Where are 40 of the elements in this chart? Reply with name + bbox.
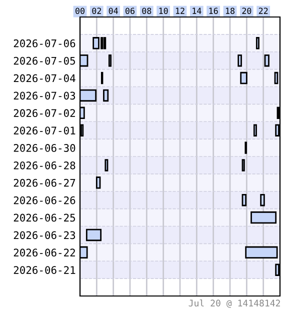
x-tick-label: 16 [209,8,218,14]
x-tick-label: 06 [126,8,134,14]
x-tick-label: 14 [192,8,202,14]
bar [92,37,100,50]
bar [253,124,257,136]
bar [250,211,277,224]
y-tick-label: 2026-07-02 [14,109,75,118]
x-tick-label: 00 [76,8,84,14]
y-tick-label: 2026-06-26 [14,196,76,204]
x-tick-label: 12 [176,8,184,14]
y-tick-label: 2026-06-25 [14,214,75,222]
bar [86,228,102,242]
y-tick-label: 2026-06-27 [14,178,76,187]
bar [238,54,242,67]
y-tick-label: 2026-06-28 [14,161,76,170]
y-tick-label: 2026-07-03 [14,92,76,100]
y-tick-label: 2026-06-23 [14,231,76,240]
bar [96,176,101,189]
y-tick-label: 2026-07-06 [14,39,76,48]
x-tick-label: 08 [142,8,152,14]
y-tick-label: 2026-07-04 [14,74,76,82]
bar [260,194,265,206]
y-tick-label: 2026-07-05 [14,56,75,65]
x-tick-label: 04 [108,8,118,14]
bar [256,37,260,50]
bar [240,72,248,84]
bar [103,89,109,102]
bar [264,54,270,67]
text: Jul 20 @ 14148142 [188,299,280,308]
y-tick-label: 2026-06-30 [14,144,76,152]
x-tick-label: 10 [159,8,168,14]
bar [104,159,108,172]
x-tick-label: 22 [258,8,268,14]
x-tick-label: 20 [242,8,252,14]
x-tick-label: 18 [226,8,234,14]
y-tick-label: 2026-06-22 [14,248,75,257]
bar [242,194,247,206]
x-tick-label: 02 [92,8,101,14]
y-tick-label: 2026-06-21 [14,266,76,274]
y-tick-label: 2026-07-01 [14,126,76,134]
